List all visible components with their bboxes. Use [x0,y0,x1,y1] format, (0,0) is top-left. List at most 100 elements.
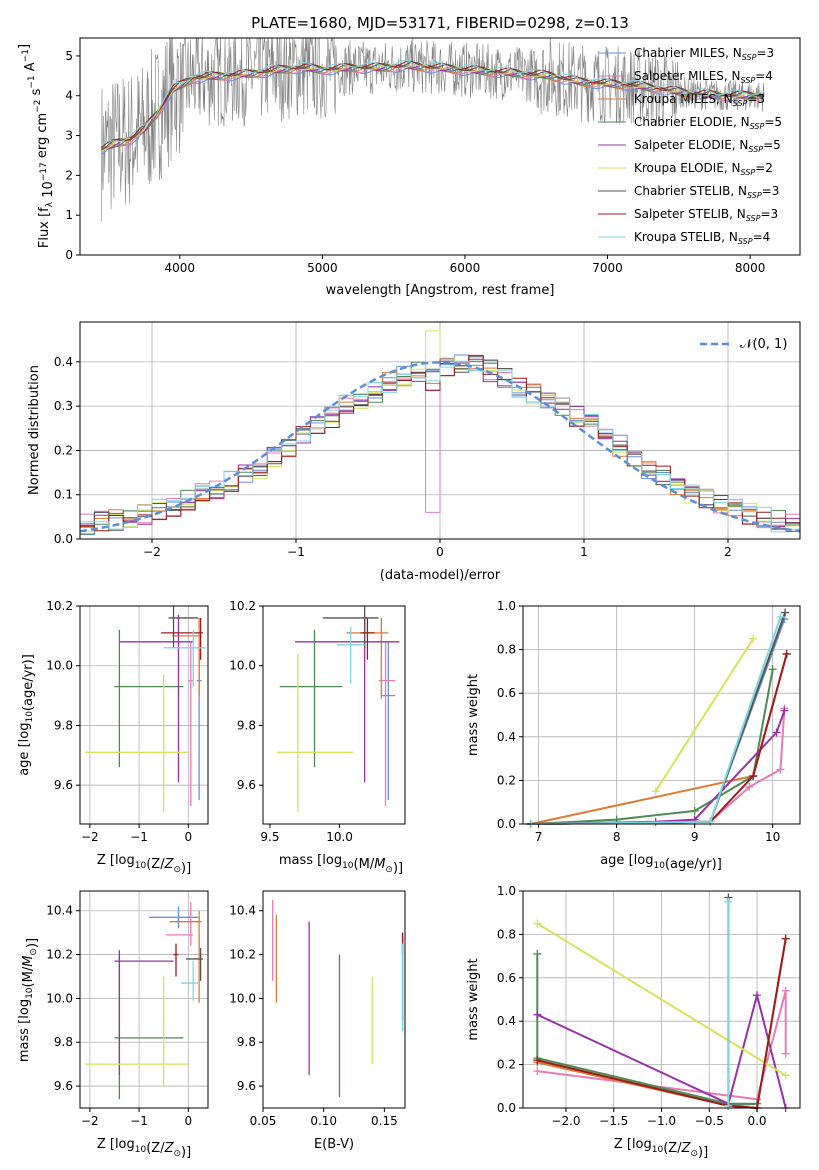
y-tick-label: 9.8 [54,718,73,732]
y-tick-label: 0.0 [54,532,73,546]
x-tick-label: 0 [436,545,444,559]
weight-marker [772,728,781,737]
axes-frame [262,890,406,1109]
y-tick-label: 10.0 [46,659,73,673]
weight-marker [776,765,785,774]
label-part: −1 [27,75,37,88]
legend-count: =2 [755,161,773,175]
label-part: log [634,853,654,868]
plot-area [101,37,765,222]
plot-area [84,901,204,1100]
label-part: (Z/ [146,1141,165,1156]
y-tick-label: 0.2 [497,1058,516,1072]
histogram-7 [79,354,800,539]
legend-name: Chabrier STELIB, N [634,184,747,198]
x-tick-label: 0.10 [310,1114,337,1128]
x-tick-label: −1 [130,830,148,844]
y-axis-label: Normed distribution [27,365,42,495]
y-tick-label: 10.2 [229,948,256,962]
x-tick-label: −2 [81,830,99,844]
legend-name: Kroupa MILES, N [634,92,733,106]
grid [80,605,208,824]
legend-sub: SSP [733,99,748,108]
x-axis-label: Z [log10(Z/Z⊙)] [97,1137,191,1160]
x-tick-label: 9.5 [260,830,279,844]
x-tick-label: 0.05 [250,1114,277,1128]
y-axis-label: mass weight [466,674,481,756]
axes-frame [79,890,209,1109]
weight-marker [533,949,542,958]
y-tick-label: 1.0 [497,599,516,613]
label-part: E(B-V) [314,1137,354,1152]
label-part: λ [45,201,55,207]
age-vs-mass-panel: 9.5 10.0 9.6 9.8 10.0 10.2 mass [log10(M/M⊙)] [229,599,406,876]
weight-line-5 [654,638,755,792]
plot-area [533,893,790,1112]
label-part: −2 [33,100,43,113]
y-tick-label: 3 [65,129,73,143]
weight-line-4 [530,710,786,825]
label-part: 10 [135,1145,147,1155]
label-part: 10 [653,861,665,871]
weight-marker [776,612,785,621]
legend-label: Chabrier STELIB, NSSP=3 [634,184,779,200]
axes: −2 −1 09.69.810.010.210.4Z [log10(Z/Z⊙)]ma… [17,890,209,1160]
label-part: Z [ [614,1137,632,1152]
weight-marker [781,934,790,943]
label-part: log [17,999,32,1019]
mass-vs-metallicity-panel: −2 −1 09.69.810.010.210.4Z [log10(Z/Z⊙)]ma… [17,890,209,1160]
weight-marker [533,1067,542,1076]
weight-line-3 [536,953,757,1105]
x-tick-label: 2 [724,545,732,559]
axes: 4000 5000 6000 7000 8000 0 1 2 3 4 5 wavelength [An… [17,37,801,298]
y-tick-label: 9.6 [54,1079,73,1093]
x-tick-label: 10.0 [326,830,353,844]
label-part: (M/ [354,857,375,872]
legend-name: Salpeter MILES, N [634,69,741,83]
mass-vs-ebv-panel: 0.05 0.10 0.15 9.6 9.8 10.0 10.2 10.4 E(B-V) [229,890,406,1152]
label-part: ⊙ [29,948,39,956]
legend-sub: SSP [738,237,753,246]
y-tick-label: 0.1 [54,488,73,502]
legend-name: Kroupa STELIB, N [634,230,738,244]
x-tick-label: 1 [580,545,588,559]
x-tick-label: −1.0 [647,1114,676,1128]
weight-line-7 [537,938,787,1110]
x-tick-label: 7000 [592,261,623,275]
model-spectrum-6 [101,61,765,151]
x-tick-label: 5000 [307,261,338,275]
legend-sub: SSP [742,53,757,62]
x-tick-label: 7 [535,830,543,844]
axes: −2 −1 09.69.810.010.2Z [log10(Z/Z⊙)]age [l… [17,599,209,876]
legend-sub: SSP [741,76,756,85]
x-axis-label: E(B-V) [314,1137,354,1152]
x-tick-label: 0.15 [371,1114,398,1128]
label-part: (age/yr)] [21,654,36,711]
label-part: ⊙ [173,1149,181,1159]
label-part: log [115,1137,135,1152]
label-part: 10 [652,1145,664,1155]
y-tick-label: 2 [65,168,73,182]
y-tick-label: 0.4 [54,355,73,369]
weight-marker [749,634,758,643]
weight-line-6 [530,612,787,825]
weight-marker [651,787,660,796]
legend-label: Kroupa MILES, NSSP=3 [634,92,765,108]
y-tick-label: 10.2 [229,599,256,613]
weight-marker [781,1071,790,1080]
legend-name: Salpeter STELIB, N [634,207,746,221]
label-part: mass [ [17,1019,32,1062]
grid [523,605,800,825]
x-tick-label: 8 [613,830,621,844]
residuals-panel: −2 −1 0 1 2 0.0 0.1 0.2 0.3 0.4 (data-model)/error… [27,321,801,583]
label-part: ] [17,44,32,49]
y-tick-label: 0.0 [497,1101,516,1115]
weight-marker [780,706,789,715]
legend-label: Kroupa ELODIE, NSSP=2 [634,161,773,177]
y-tick-label: 0.4 [497,1014,516,1028]
legend-count: =3 [747,92,765,106]
x-tick-label: 9 [691,830,699,844]
weight-marker [724,897,733,906]
legend-label: Salpeter MILES, NSSP=4 [634,69,773,85]
